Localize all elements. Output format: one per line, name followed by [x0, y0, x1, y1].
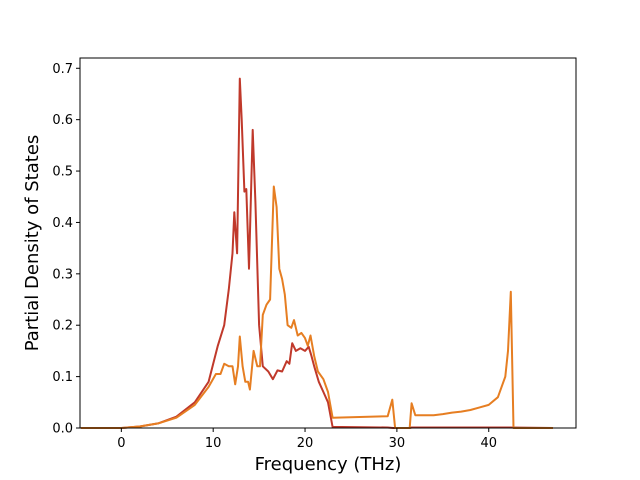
y-tick-label: 0.0 — [52, 422, 73, 437]
y-tick-label: 0.2 — [52, 319, 73, 334]
pdos-series-line-2 — [80, 185, 553, 429]
x-tick-label: 40 — [480, 436, 497, 451]
x-axis-ticks: 0 10 20 30 40 — [117, 428, 497, 451]
y-tick-label: 0.7 — [52, 62, 73, 77]
y-tick-label: 0.3 — [52, 267, 73, 282]
x-axis-title: Frequency (THz) — [255, 454, 402, 475]
y-axis-title: Partial Density of States — [22, 135, 43, 352]
y-tick-label: 0.5 — [52, 165, 73, 180]
pdos-series-line-1 — [80, 77, 554, 429]
y-tick-label: 0.4 — [52, 216, 73, 231]
x-tick-label: 30 — [389, 436, 406, 451]
y-axis-ticks: 0.0 0.1 0.2 0.3 0.4 0.5 0.6 0.7 — [52, 62, 80, 437]
series-layer — [80, 77, 554, 429]
x-tick-label: 0 — [117, 436, 125, 451]
x-tick-label: 10 — [205, 436, 222, 451]
x-tick-label: 20 — [297, 436, 314, 451]
y-tick-label: 0.1 — [52, 370, 73, 385]
y-tick-label: 0.6 — [52, 113, 73, 128]
plot-frame — [79, 57, 577, 429]
